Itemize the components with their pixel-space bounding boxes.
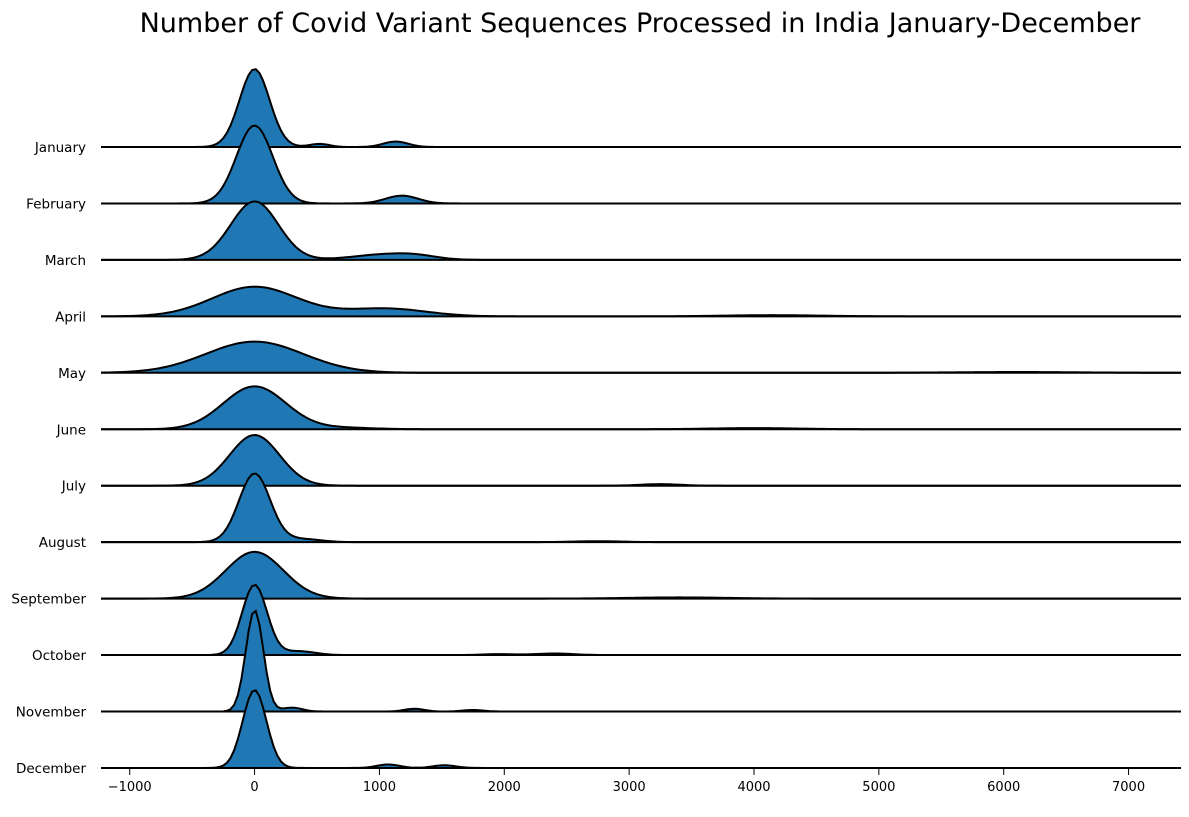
ridge-label-october: October [32,648,86,664]
x-tick-label: 2000 [488,780,521,795]
ridge-september: September [11,550,1181,608]
ridges: January February March April May June July Augu… [11,68,1182,777]
ridge-area-april [101,286,1181,317]
ridge-may: May [58,340,1182,382]
ridge-area-june [101,386,1181,430]
ridge-label-february: February [26,196,86,212]
ridge-label-august: August [39,535,86,551]
ridge-label-december: December [16,761,86,777]
x-tick-label: 4000 [737,780,770,795]
ridge-august: August [39,472,1181,551]
x-tick-label: 6000 [987,780,1020,795]
x-tick-label: −1000 [108,780,152,795]
ridge-june: June [56,385,1181,438]
ridge-november: November [16,609,1181,721]
chart-title: Number of Covid Variant Sequences Proces… [140,8,1142,39]
x-tick-label: 0 [250,780,258,795]
ridge-area-september [101,551,1181,599]
x-tick-label: 5000 [862,780,895,795]
x-tick-label: 1000 [363,780,396,795]
ridge-area-march [101,201,1181,260]
ridge-february: February [26,124,1181,212]
ridge-label-january: January [34,140,86,156]
ridge-label-november: November [16,705,87,721]
ridge-area-may [101,341,1181,373]
ridge-label-april: April [55,309,86,325]
ridge-area-february [101,125,1181,204]
ridge-march: March [45,200,1181,269]
ridge-area-july [101,435,1181,486]
ridge-april: April [55,285,1181,325]
ridge-label-may: May [58,366,86,382]
ridge-label-july: July [61,479,86,495]
ridge-october: October [32,583,1181,664]
ridge-label-september: September [11,592,86,608]
ridge-label-june: June [56,422,86,438]
x-tick-label: 7000 [1112,780,1145,795]
ridge-july: July [61,434,1181,495]
ridge-december: December [16,689,1181,777]
ridge-january: January [34,68,1181,156]
x-axis: −1000 0 1000 2000 3000 4000 5000 6000 7000 [108,768,1145,795]
ridge-label-march: March [45,253,86,269]
x-tick-label: 3000 [613,780,646,795]
